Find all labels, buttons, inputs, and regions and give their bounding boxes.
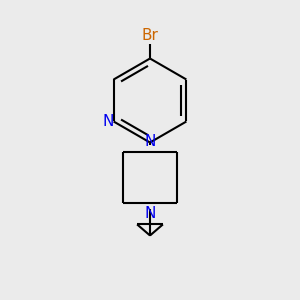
Text: N: N — [144, 206, 156, 220]
Text: Br: Br — [142, 28, 158, 43]
Text: N: N — [103, 114, 114, 129]
Text: N: N — [144, 134, 156, 148]
